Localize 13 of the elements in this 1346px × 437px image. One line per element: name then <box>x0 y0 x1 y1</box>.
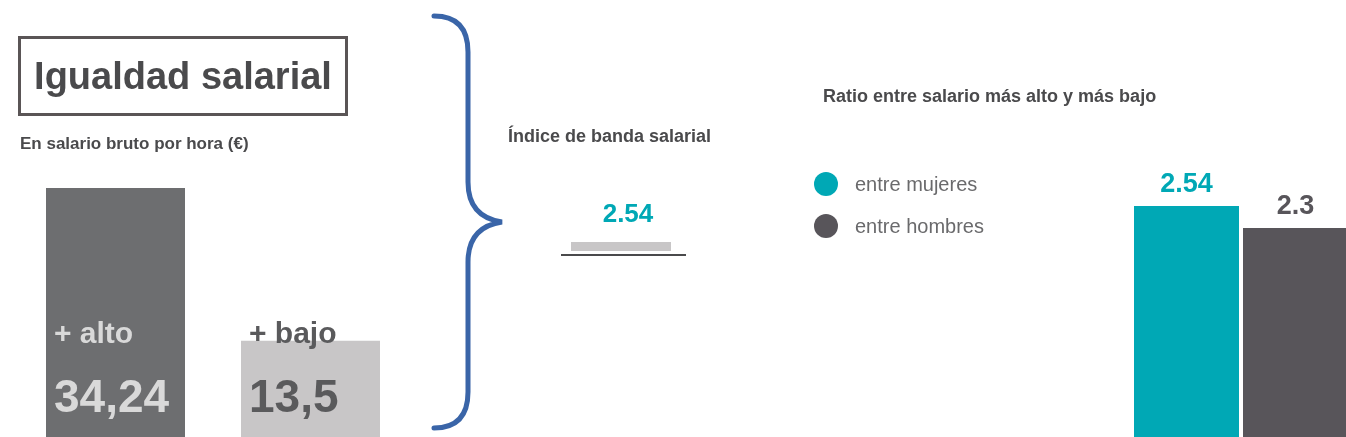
chart-subtitle: En salario bruto por hora (€) <box>20 134 249 154</box>
data-label: 13,5 <box>249 370 339 422</box>
chart-title: Igualdad salarial <box>18 36 348 116</box>
text: Índice de banda salarial <box>508 126 712 147</box>
data-label: 2.54 <box>1160 168 1213 198</box>
x-tick-label: + alto <box>54 316 134 349</box>
text: 2.54 <box>601 198 655 229</box>
legend-label: entre mujeres <box>855 172 978 196</box>
data-label: 2.3 <box>1276 190 1315 221</box>
chart-title: Ratio entre salario más alto y más bajo <box>823 86 1157 107</box>
data-label: 34,24 <box>54 370 170 422</box>
legend-label: entre hombres <box>855 214 984 238</box>
x-tick-label: + bajo <box>249 316 337 349</box>
